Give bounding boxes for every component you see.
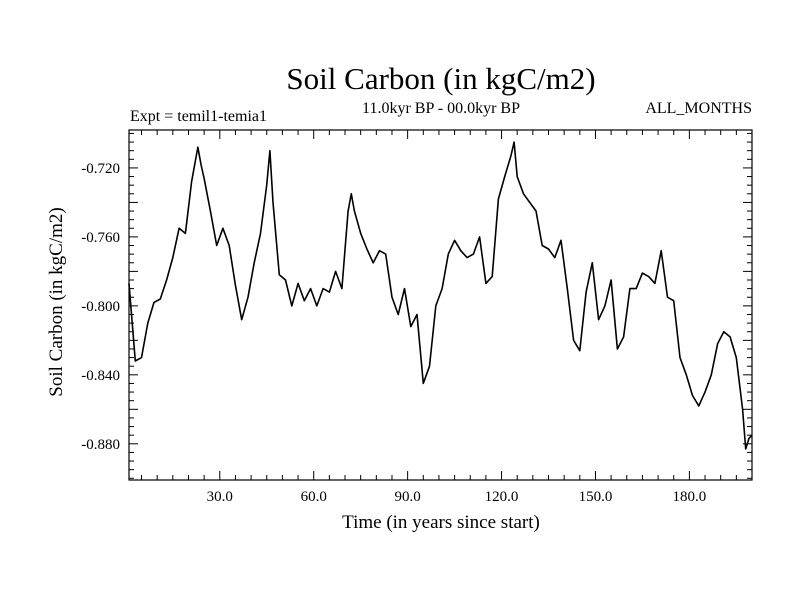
y-tick-label: -0.720 — [81, 161, 120, 177]
series-line-soil-carbon — [128, 141, 753, 450]
x-axis-ticks: 30.0 60.0 90.0 120.0 150.0 180.0 — [141, 130, 737, 505]
x-tick-label: 30.0 — [207, 489, 233, 505]
x-tick-label: 90.0 — [395, 489, 421, 505]
y-tick-label: -0.840 — [81, 368, 120, 384]
x-tick-label: 150.0 — [579, 489, 613, 505]
plot-frame — [128, 129, 753, 481]
y-axis-ticks: -0.720 -0.760 -0.800 -0.840 -0.880 — [81, 132, 752, 479]
x-tick-label: 60.0 — [301, 489, 327, 505]
period-label: 11.0kyr BP - 00.0kyr BP — [362, 100, 520, 117]
chart-title: Soil Carbon (in kgC/m2) — [286, 61, 595, 96]
x-axis-label: Time (in years since start) — [342, 512, 540, 533]
y-tick-label: -0.880 — [81, 437, 120, 453]
experiment-label: Expt = temil1-temia1 — [130, 108, 267, 125]
y-axis-label: Soil Carbon (in kgC/m2) — [46, 207, 67, 396]
y-tick-label: -0.800 — [81, 299, 120, 315]
x-tick-label: 120.0 — [485, 489, 519, 505]
y-tick-label: -0.760 — [81, 230, 120, 246]
season-label: ALL_MONTHS — [645, 100, 752, 117]
x-tick-label: 180.0 — [673, 489, 707, 505]
